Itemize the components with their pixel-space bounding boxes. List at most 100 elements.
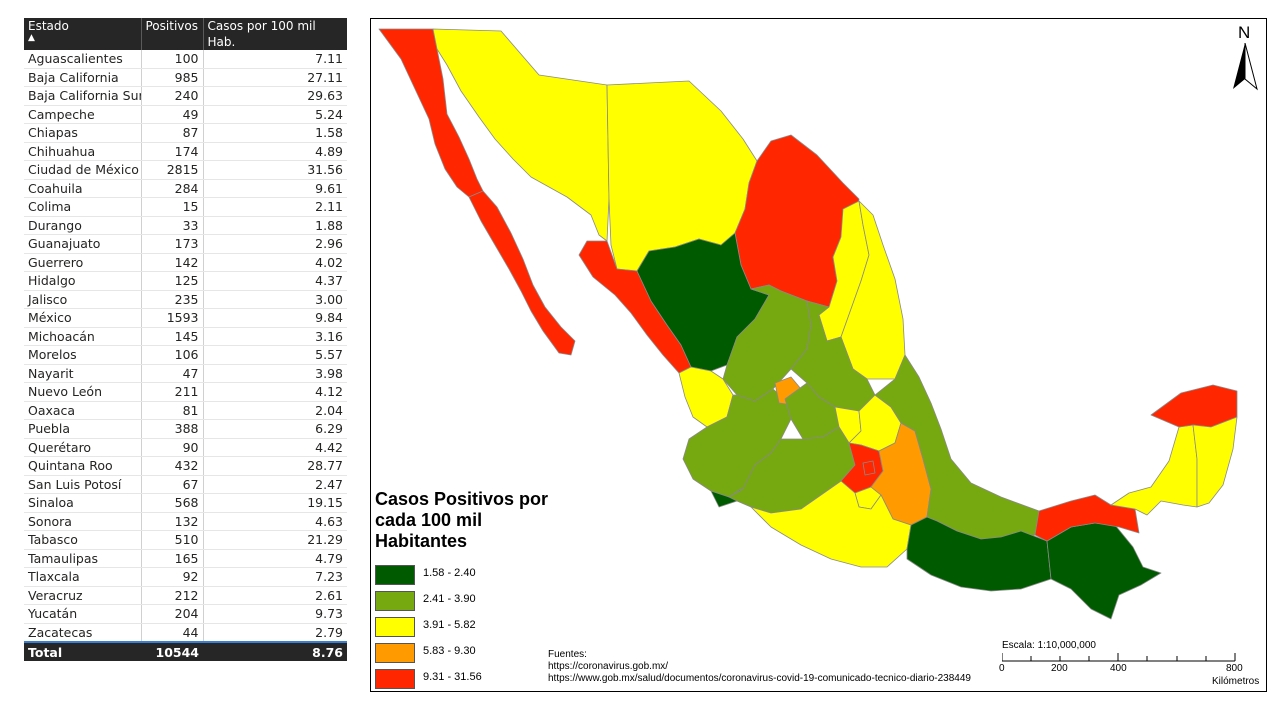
table-row[interactable]: Jalisco 235 3.00	[24, 290, 347, 309]
state-quintana-roo[interactable]	[1192, 416, 1238, 508]
positivos-cell: 67	[141, 475, 204, 494]
scale-unit: Kilómetros	[1212, 676, 1260, 687]
positivos-cell: 81	[141, 401, 204, 420]
state-tabasco[interactable]	[1034, 494, 1140, 542]
table-row[interactable]: Coahuila 284 9.61	[24, 179, 347, 198]
table-row[interactable]: Oaxaca 81 2.04	[24, 401, 347, 420]
table-row[interactable]: Tlaxcala 92 7.23	[24, 567, 347, 587]
state-cell: Aguascalientes	[24, 50, 142, 69]
source-link-gob-mx[interactable]: https://www.gob.mx/salud/documentos/coro…	[548, 673, 971, 684]
table-row[interactable]: Durango 33 1.88	[24, 216, 347, 235]
positivos-cell: 106	[141, 345, 204, 365]
table-row[interactable]: Puebla 388 6.29	[24, 419, 347, 439]
table-total-row: Total 10544 8.76	[24, 641, 347, 661]
state-cell: Morelos	[24, 345, 142, 365]
casos-cell: 7.11	[203, 50, 347, 69]
scale-label: Escala: 1:10,000,000	[1002, 640, 1096, 651]
table-row[interactable]: Quintana Roo 432 28.77	[24, 456, 347, 476]
state-chiapas[interactable]	[1046, 522, 1162, 620]
scale-tick-400: 400	[1110, 663, 1127, 674]
table-row[interactable]: Nayarit 47 3.98	[24, 364, 347, 383]
table-row[interactable]: Zacatecas 44 2.79	[24, 623, 347, 643]
legend-swatch	[375, 669, 415, 689]
casos-cell: 21.29	[203, 530, 347, 550]
header-positivos[interactable]: Positivos	[141, 18, 204, 50]
casos-cell: 3.16	[203, 327, 347, 346]
state-cell: Tabasco	[24, 530, 142, 550]
table-row[interactable]: Tamaulipas 165 4.79	[24, 549, 347, 568]
legend-swatch	[375, 617, 415, 637]
legend-label: 5.83 - 9.30	[423, 645, 476, 657]
state-campeche[interactable]	[1110, 424, 1198, 516]
state-cell: Tamaulipas	[24, 549, 142, 568]
casos-cell: 3.98	[203, 364, 347, 383]
table-row[interactable]: México 1593 9.84	[24, 308, 347, 328]
table-row[interactable]: Morelos 106 5.57	[24, 345, 347, 365]
table-row[interactable]: Chihuahua 174 4.89	[24, 142, 347, 161]
table-row[interactable]: Guerrero 142 4.02	[24, 253, 347, 272]
source-link-coronavirus[interactable]: https://coronavirus.gob.mx/	[548, 661, 669, 672]
table-row[interactable]: Chiapas 87 1.58	[24, 123, 347, 143]
casos-cell: 2.96	[203, 234, 347, 254]
casos-cell: 4.89	[203, 142, 347, 161]
table-row[interactable]: Nuevo León 211 4.12	[24, 382, 347, 402]
state-cell: Michoacán	[24, 327, 142, 346]
table-row[interactable]: Aguascalientes 100 7.11	[24, 50, 347, 69]
state-cell: Guanajuato	[24, 234, 142, 254]
state-yucatan[interactable]	[1150, 384, 1238, 428]
north-label: N	[1238, 23, 1251, 42]
total-label: Total	[24, 641, 141, 661]
legend-label: 3.91 - 5.82	[423, 619, 476, 631]
table-row[interactable]: Sinaloa 568 19.15	[24, 493, 347, 513]
mexico-choropleth-map	[378, 28, 1238, 620]
positivos-cell: 240	[141, 86, 204, 106]
table-row[interactable]: Guanajuato 173 2.96	[24, 234, 347, 254]
state-cell: Durango	[24, 216, 142, 235]
casos-cell: 5.57	[203, 345, 347, 365]
state-cell: Nuevo León	[24, 382, 142, 402]
table-row[interactable]: Campeche 49 5.24	[24, 105, 347, 124]
positivos-cell: 212	[141, 586, 204, 605]
legend-title: Casos Positivos por cada 100 mil Habitan…	[375, 489, 549, 551]
table-row[interactable]: Hidalgo 125 4.37	[24, 271, 347, 291]
table-body: Aguascalientes 100 7.11 Baja California 985 2…	[24, 50, 347, 643]
state-guerrero[interactable]	[750, 480, 912, 568]
legend-swatch	[375, 565, 415, 585]
positivos-cell: 568	[141, 493, 204, 513]
state-baja-california-sur[interactable]	[468, 190, 576, 356]
state-ciudad-de-mexico[interactable]	[862, 460, 876, 476]
positivos-cell: 388	[141, 419, 204, 439]
sort-ascending-icon[interactable]: ▲	[28, 33, 35, 43]
state-cell: Colima	[24, 197, 142, 217]
legend-swatch	[375, 591, 415, 611]
header-casos-por-100-mil[interactable]: Casos por 100 mil Hab.	[203, 18, 347, 50]
casos-cell: 9.73	[203, 604, 347, 624]
positivos-cell: 15	[141, 197, 204, 217]
table-row[interactable]: Michoacán 145 3.16	[24, 327, 347, 346]
casos-cell: 4.12	[203, 382, 347, 402]
casos-cell: 31.56	[203, 160, 347, 180]
table-row[interactable]: Tabasco 510 21.29	[24, 530, 347, 550]
positivos-cell: 49	[141, 105, 204, 124]
casos-cell: 4.37	[203, 271, 347, 291]
table-row[interactable]: Sonora 132 4.63	[24, 512, 347, 531]
header-estado[interactable]: Estado ▲	[24, 18, 142, 50]
table-row[interactable]: Querétaro 90 4.42	[24, 438, 347, 457]
state-sonora[interactable]	[432, 28, 610, 242]
cases-table-container: Estado ▲ Positivos Casos por 100 mil Hab…	[24, 18, 347, 661]
table-row[interactable]: Ciudad de México 2815 31.56	[24, 160, 347, 180]
casos-cell: 2.11	[203, 197, 347, 217]
table-row[interactable]: San Luis Potosí 67 2.47	[24, 475, 347, 494]
table-row[interactable]: Veracruz 212 2.61	[24, 586, 347, 605]
state-cell: Quintana Roo	[24, 456, 142, 476]
map-panel: Casos Positivos por cada 100 mil Habitan…	[370, 18, 1267, 692]
state-cell: Sinaloa	[24, 493, 142, 513]
table-row[interactable]: Baja California Sur 240 29.63	[24, 86, 347, 106]
table-row[interactable]: Colima 15 2.11	[24, 197, 347, 217]
positivos-cell: 173	[141, 234, 204, 254]
casos-cell: 2.79	[203, 623, 347, 643]
table-row[interactable]: Baja California 985 27.11	[24, 68, 347, 87]
state-cell: Tlaxcala	[24, 567, 142, 587]
table-row[interactable]: Yucatán 204 9.73	[24, 604, 347, 624]
positivos-cell: 1593	[141, 308, 204, 328]
